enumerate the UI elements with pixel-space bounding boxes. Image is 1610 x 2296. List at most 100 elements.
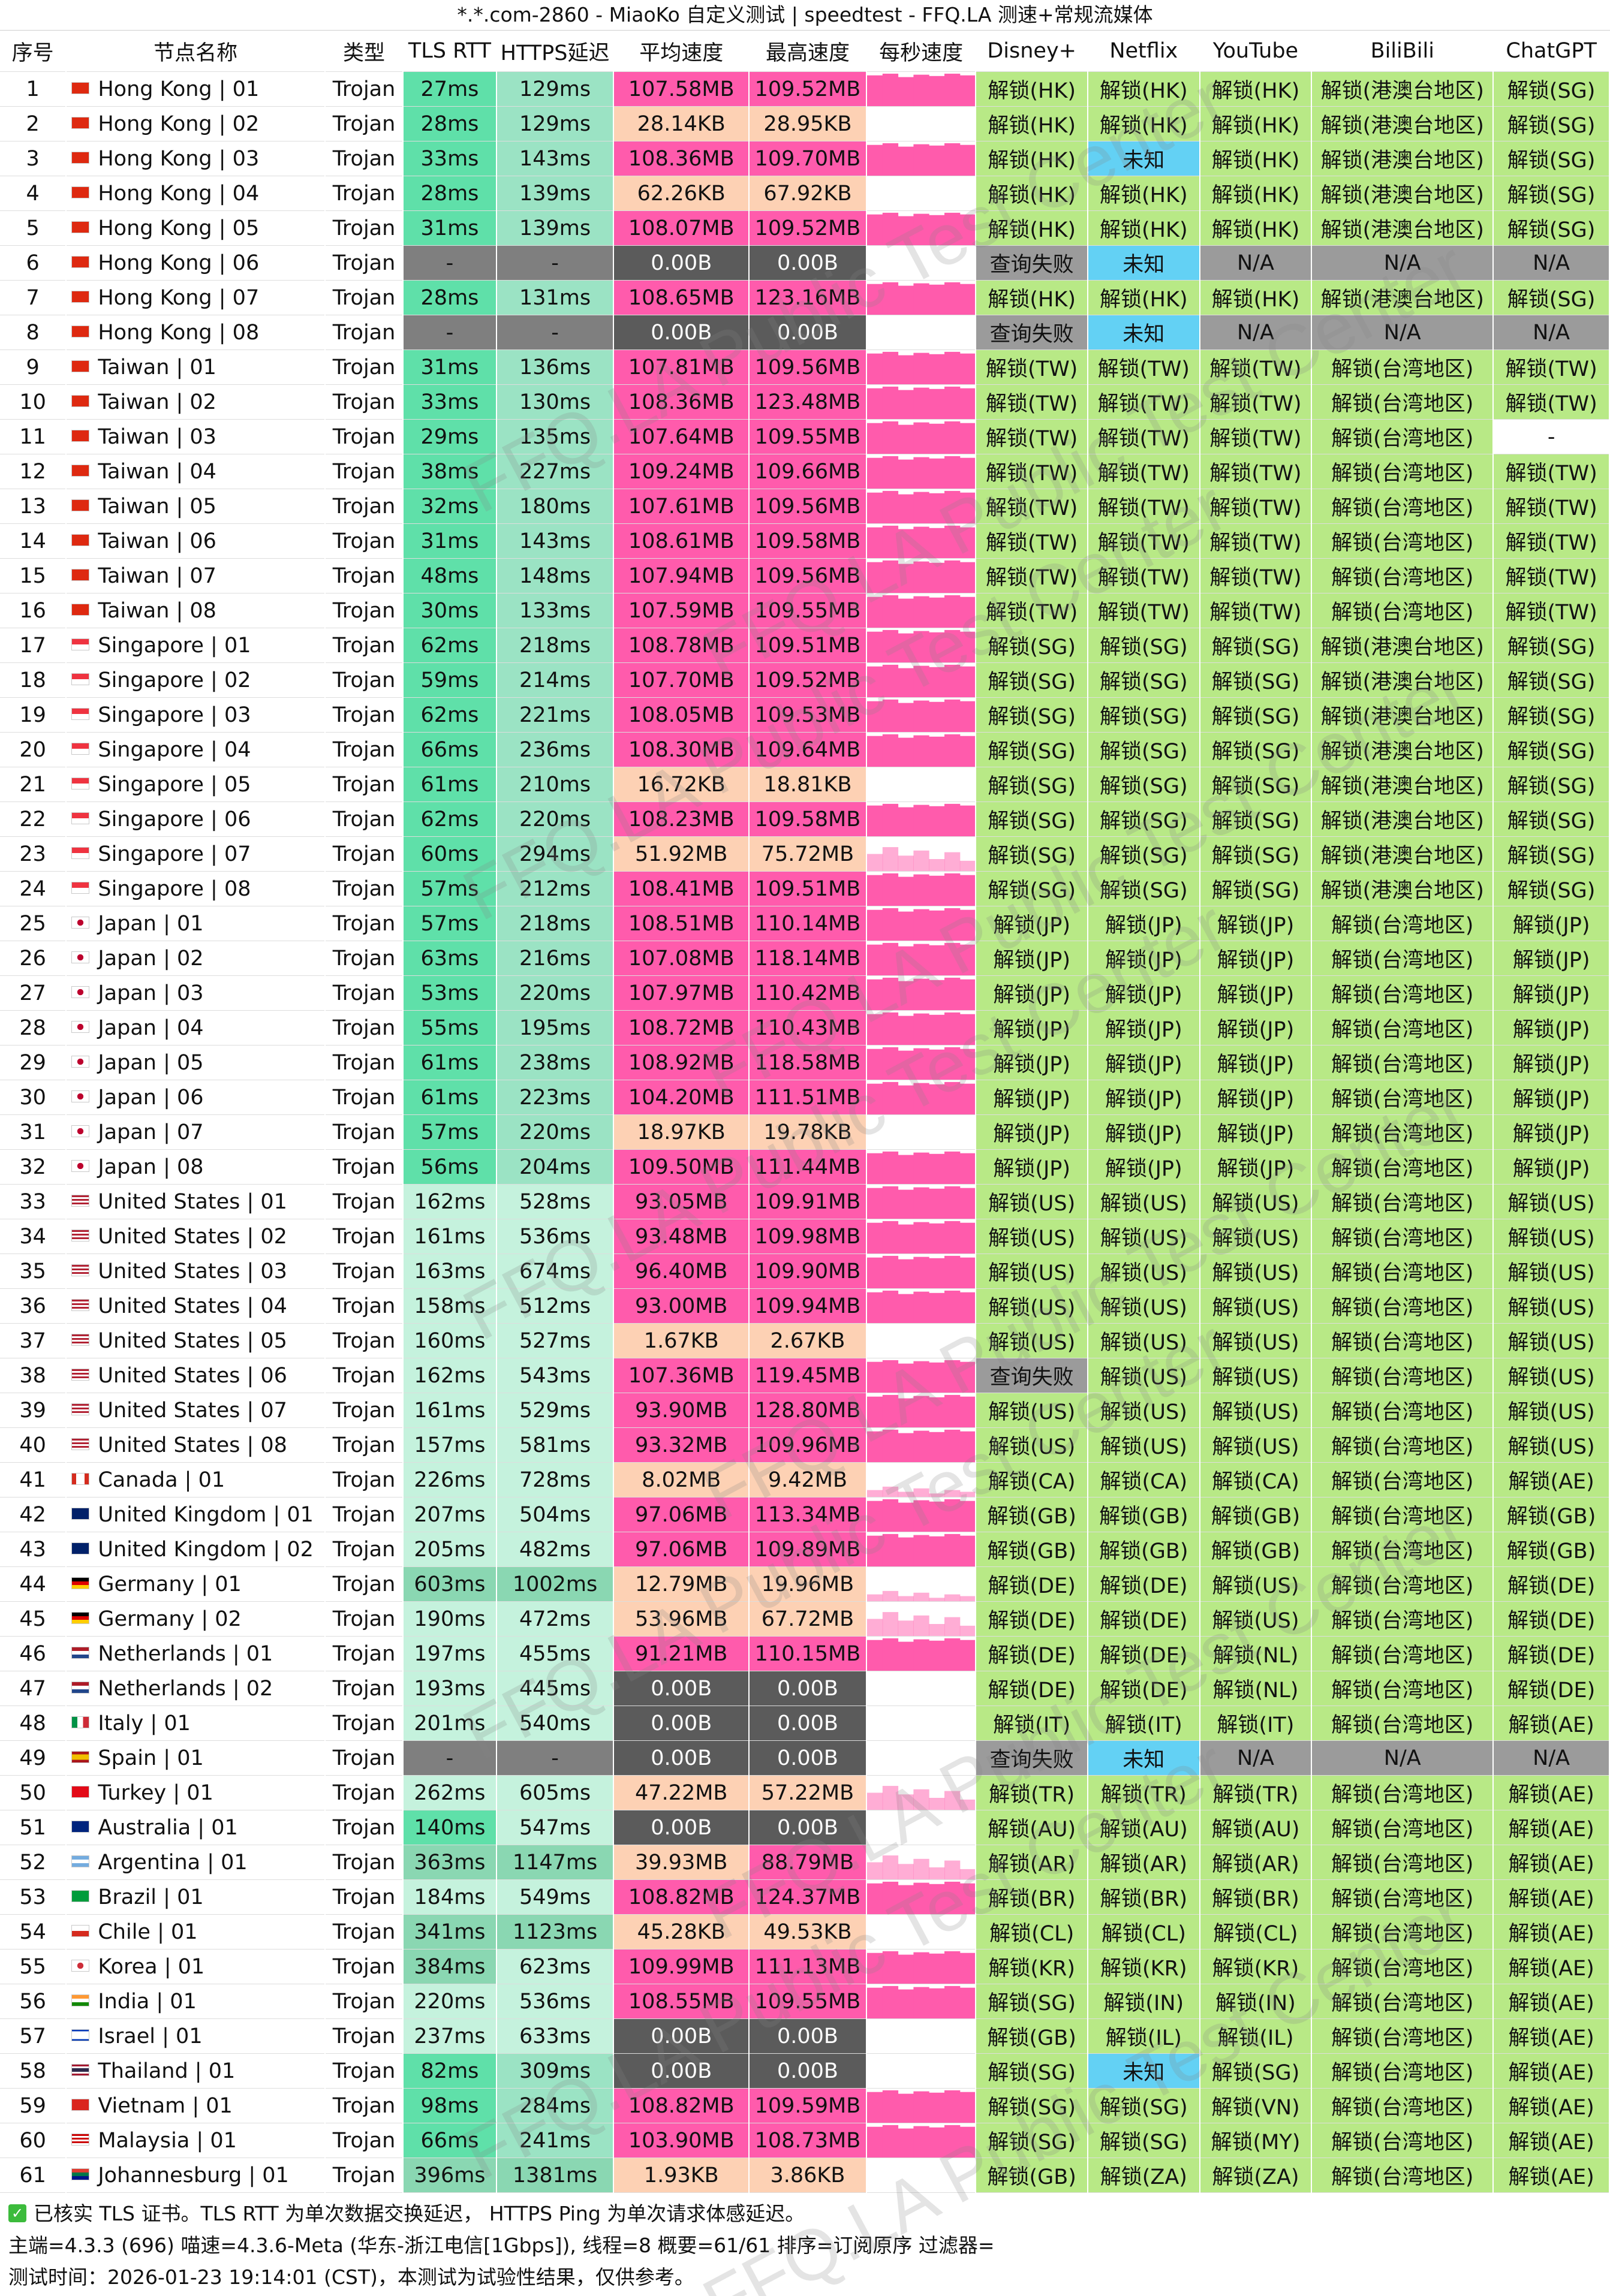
table-row[interactable]: 60 Malaysia | 01 Trojan 66ms 241ms 103.90MB 10…: [0, 2123, 1610, 2158]
table-row[interactable]: 21 Singapore | 05 Trojan 61ms 210ms 16.72KB 18…: [0, 767, 1610, 802]
table-row[interactable]: 12 Taiwan | 04 Trojan 38ms 227ms 109.24MB 109.…: [0, 454, 1610, 489]
table-row[interactable]: 19 Singapore | 03 Trojan 62ms 221ms 108.05MB 1…: [0, 697, 1610, 733]
column-header[interactable]: 序号: [0, 31, 67, 72]
chatgpt-status: N/A: [1493, 1740, 1610, 1776]
table-row[interactable]: 1 Hong Kong | 01 Trojan 27ms 129ms 107.58MB 10…: [0, 71, 1610, 107]
table-row[interactable]: 37 United States | 05 Trojan 160ms 527ms 1.67…: [0, 1323, 1610, 1358]
table-row[interactable]: 55 Korea | 01 Trojan 384ms 623ms 109.99MB 111.…: [0, 1949, 1610, 1984]
table-row[interactable]: 49 Spain | 01 Trojan - -0.00B 0.00B 查询失败 未知 N/A N…: [0, 1740, 1610, 1776]
column-header[interactable]: 节点名称: [66, 31, 326, 72]
node-type: Trojan: [324, 628, 404, 663]
table-row[interactable]: 5 Hong Kong | 05 Trojan 31ms 139ms 108.07MB 10…: [0, 210, 1610, 246]
table-row[interactable]: 52 Argentina | 01 Trojan 363ms 1147ms 39.93MB…: [0, 1845, 1610, 1880]
netflix-status: 解锁(JP): [1088, 975, 1200, 1011]
https-latency: 221ms: [496, 697, 615, 733]
table-row[interactable]: 44 Germany | 01 Trojan 603ms 1002ms 12.79MB 19…: [0, 1566, 1610, 1602]
youtube-status: 解锁(US): [1199, 1566, 1313, 1602]
table-row[interactable]: 15 Taiwan | 07 Trojan 48ms 148ms 107.94MB 109.…: [0, 558, 1610, 593]
netflix-status: 解锁(HK): [1088, 280, 1200, 315]
table-row[interactable]: 50 Turkey | 01 Trojan 262ms 605ms 47.22MB 57.2…: [0, 1775, 1610, 1810]
bilibili-status: 解锁(台湾地区): [1311, 1010, 1494, 1045]
table-row[interactable]: 38 United States | 06 Trojan 162ms 543ms 107.…: [0, 1358, 1610, 1393]
table-row[interactable]: 36 United States | 04 Trojan 158ms 512ms 93.0…: [0, 1288, 1610, 1324]
column-header[interactable]: Disney+: [976, 31, 1088, 72]
column-header[interactable]: HTTPS延迟: [496, 31, 615, 72]
avg-speed: 0.00B: [613, 1706, 750, 1741]
table-row[interactable]: 51 Australia | 01 Trojan 140ms 547ms 0.00B 0.0…: [0, 1810, 1610, 1845]
table-row[interactable]: 29 Japan | 05 Trojan 61ms 238ms 108.92MB 118.5…: [0, 1045, 1610, 1080]
column-header[interactable]: BiliBili: [1311, 31, 1494, 72]
table-row[interactable]: 47 Netherlands | 02 Trojan 193ms 445ms 0.00B 0…: [0, 1671, 1610, 1706]
bilibili-status: 解锁(台湾地区): [1311, 1984, 1494, 2019]
table-row[interactable]: 53 Brazil | 01 Trojan 184ms 549ms 108.82MB 124…: [0, 1879, 1610, 1915]
netflix-status: 解锁(HK): [1088, 71, 1200, 107]
node-name-label: Canada | 01: [98, 1468, 225, 1492]
column-header[interactable]: YouTube: [1199, 31, 1313, 72]
table-row[interactable]: 14 Taiwan | 06 Trojan 31ms 143ms 108.61MB 109.…: [0, 523, 1610, 559]
table-row[interactable]: 25 Japan | 01 Trojan 57ms 218ms 108.51MB 110.1…: [0, 906, 1610, 941]
table-row[interactable]: 6 Hong Kong | 06 Trojan - -0.00B 0.00B 查询失败 未知 N…: [0, 245, 1610, 281]
disney-status: 解锁(DE): [976, 1636, 1088, 1671]
node-type: Trojan: [324, 2018, 404, 2054]
table-row[interactable]: 41 Canada | 01 Trojan 226ms 728ms 8.02MB 9.42M…: [0, 1462, 1610, 1497]
table-row[interactable]: 10 Taiwan | 02 Trojan 33ms 130ms 108.36MB 123.…: [0, 384, 1610, 420]
https-latency: 223ms: [496, 1080, 615, 1115]
row-index: 34: [0, 1219, 67, 1254]
tls-rtt: 161ms: [403, 1219, 497, 1254]
max-speed: 124.37MB: [749, 1879, 867, 1915]
table-row[interactable]: 42 United Kingdom | 01 Trojan 207ms 504ms 97.…: [0, 1497, 1610, 1532]
table-row[interactable]: 59 Vietnam | 01 Trojan 98ms 284ms 108.82MB 109…: [0, 2088, 1610, 2123]
table-row[interactable]: 13 Taiwan | 05 Trojan 32ms 180ms 107.61MB 109.…: [0, 489, 1610, 524]
table-row[interactable]: 27 Japan | 03 Trojan 53ms 220ms 107.97MB 110.4…: [0, 975, 1610, 1011]
table-row[interactable]: 35 United States | 03 Trojan 163ms 674ms 96.4…: [0, 1254, 1610, 1289]
table-row[interactable]: 3 Hong Kong | 03 Trojan 33ms 143ms 108.36MB 10…: [0, 141, 1610, 176]
column-header[interactable]: 平均速度: [613, 31, 750, 72]
table-row[interactable]: 33 United States | 01 Trojan 162ms 528ms 93.0…: [0, 1184, 1610, 1219]
table-row[interactable]: 20 Singapore | 04 Trojan 66ms 236ms 108.30MB 1…: [0, 732, 1610, 767]
table-row[interactable]: 54 Chile | 01 Trojan 341ms 1123ms 45.28KB 49.5…: [0, 1914, 1610, 1950]
column-header[interactable]: 每秒速度: [866, 31, 977, 72]
table-row[interactable]: 28 Japan | 04 Trojan 55ms 195ms 108.72MB 110.4…: [0, 1010, 1610, 1045]
table-row[interactable]: 30 Japan | 06 Trojan 61ms 223ms 104.20MB 111.5…: [0, 1080, 1610, 1115]
node-name-label: Taiwan | 04: [98, 459, 216, 484]
table-row[interactable]: 61 Johannesburg | 01 Trojan 396ms 1381ms 1.93…: [0, 2158, 1610, 2193]
table-row[interactable]: 11 Taiwan | 03 Trojan 29ms 135ms 107.64MB 109.…: [0, 419, 1610, 454]
column-header[interactable]: 类型: [324, 31, 404, 72]
table-row[interactable]: 56 India | 01 Trojan 220ms 536ms 108.55MB 109.…: [0, 1984, 1610, 2019]
table-row[interactable]: 23 Singapore | 07 Trojan 60ms 294ms 51.92MB 75…: [0, 836, 1610, 872]
table-row[interactable]: 8 Hong Kong | 08 Trojan - -0.00B 0.00B 查询失败 未知 N…: [0, 315, 1610, 350]
max-speed: 109.91MB: [749, 1184, 867, 1219]
table-row[interactable]: 4 Hong Kong | 04 Trojan 28ms 139ms 62.26KB 67.…: [0, 176, 1610, 211]
column-header[interactable]: 最高速度: [749, 31, 867, 72]
table-row[interactable]: 17 Singapore | 01 Trojan 62ms 218ms 108.78MB 1…: [0, 628, 1610, 663]
table-row[interactable]: 2 Hong Kong | 02 Trojan 28ms 129ms 28.14KB 28.…: [0, 106, 1610, 141]
youtube-status: 解锁(AU): [1199, 1810, 1313, 1845]
table-row[interactable]: 31 Japan | 07 Trojan 57ms 220ms 18.97KB 19.78K…: [0, 1114, 1610, 1150]
table-row[interactable]: 16 Taiwan | 08 Trojan 30ms 133ms 107.59MB 109.…: [0, 593, 1610, 628]
column-header[interactable]: ChatGPT: [1493, 31, 1610, 72]
table-row[interactable]: 34 United States | 02 Trojan 161ms 536ms 93.4…: [0, 1219, 1610, 1254]
table-row[interactable]: 48 Italy | 01 Trojan 201ms 540ms 0.00B 0.00B 解锁…: [0, 1706, 1610, 1741]
table-row[interactable]: 57 Israel | 01 Trojan 237ms 633ms 0.00B 0.00B 解…: [0, 2018, 1610, 2054]
table-row[interactable]: 39 United States | 07 Trojan 161ms 529ms 93.9…: [0, 1393, 1610, 1428]
table-row[interactable]: 18 Singapore | 02 Trojan 59ms 214ms 107.70MB 1…: [0, 662, 1610, 698]
table-row[interactable]: 22 Singapore | 06 Trojan 62ms 220ms 108.23MB 1…: [0, 802, 1610, 837]
table-row[interactable]: 40 United States | 08 Trojan 157ms 581ms 93.3…: [0, 1427, 1610, 1463]
table-row[interactable]: 26 Japan | 02 Trojan 63ms 216ms 107.08MB 118.1…: [0, 941, 1610, 976]
table-row[interactable]: 32 Japan | 08 Trojan 56ms 204ms 109.50MB 111.4…: [0, 1149, 1610, 1185]
table-row[interactable]: 58 Thailand | 01 Trojan 82ms 309ms 0.00B 0.00B…: [0, 2053, 1610, 2089]
table-row[interactable]: 24 Singapore | 08 Trojan 57ms 212ms 108.41MB 1…: [0, 871, 1610, 906]
de-flag-icon: [71, 1577, 90, 1589]
table-row[interactable]: 45 Germany | 02 Trojan 190ms 472ms 53.96MB 67.…: [0, 1601, 1610, 1637]
column-header[interactable]: Netflix: [1088, 31, 1200, 72]
column-header[interactable]: TLS RTT: [403, 31, 497, 72]
speed-sparkline: [866, 280, 977, 315]
table-row[interactable]: 43 United Kingdom | 02 Trojan 205ms 482ms 97.…: [0, 1532, 1610, 1567]
disney-status: 解锁(DE): [976, 1671, 1088, 1706]
table-row[interactable]: 46 Netherlands | 01 Trojan 197ms 455ms 91.21M…: [0, 1636, 1610, 1671]
youtube-status: 解锁(SG): [1199, 871, 1313, 906]
table-row[interactable]: 9 Taiwan | 01 Trojan 31ms 136ms 107.81MB 109.5…: [0, 349, 1610, 385]
table-row[interactable]: 7 Hong Kong | 07 Trojan 28ms 131ms 108.65MB 12…: [0, 280, 1610, 315]
node-type: Trojan: [324, 802, 404, 837]
chatgpt-status: 解锁(SG): [1493, 802, 1610, 837]
